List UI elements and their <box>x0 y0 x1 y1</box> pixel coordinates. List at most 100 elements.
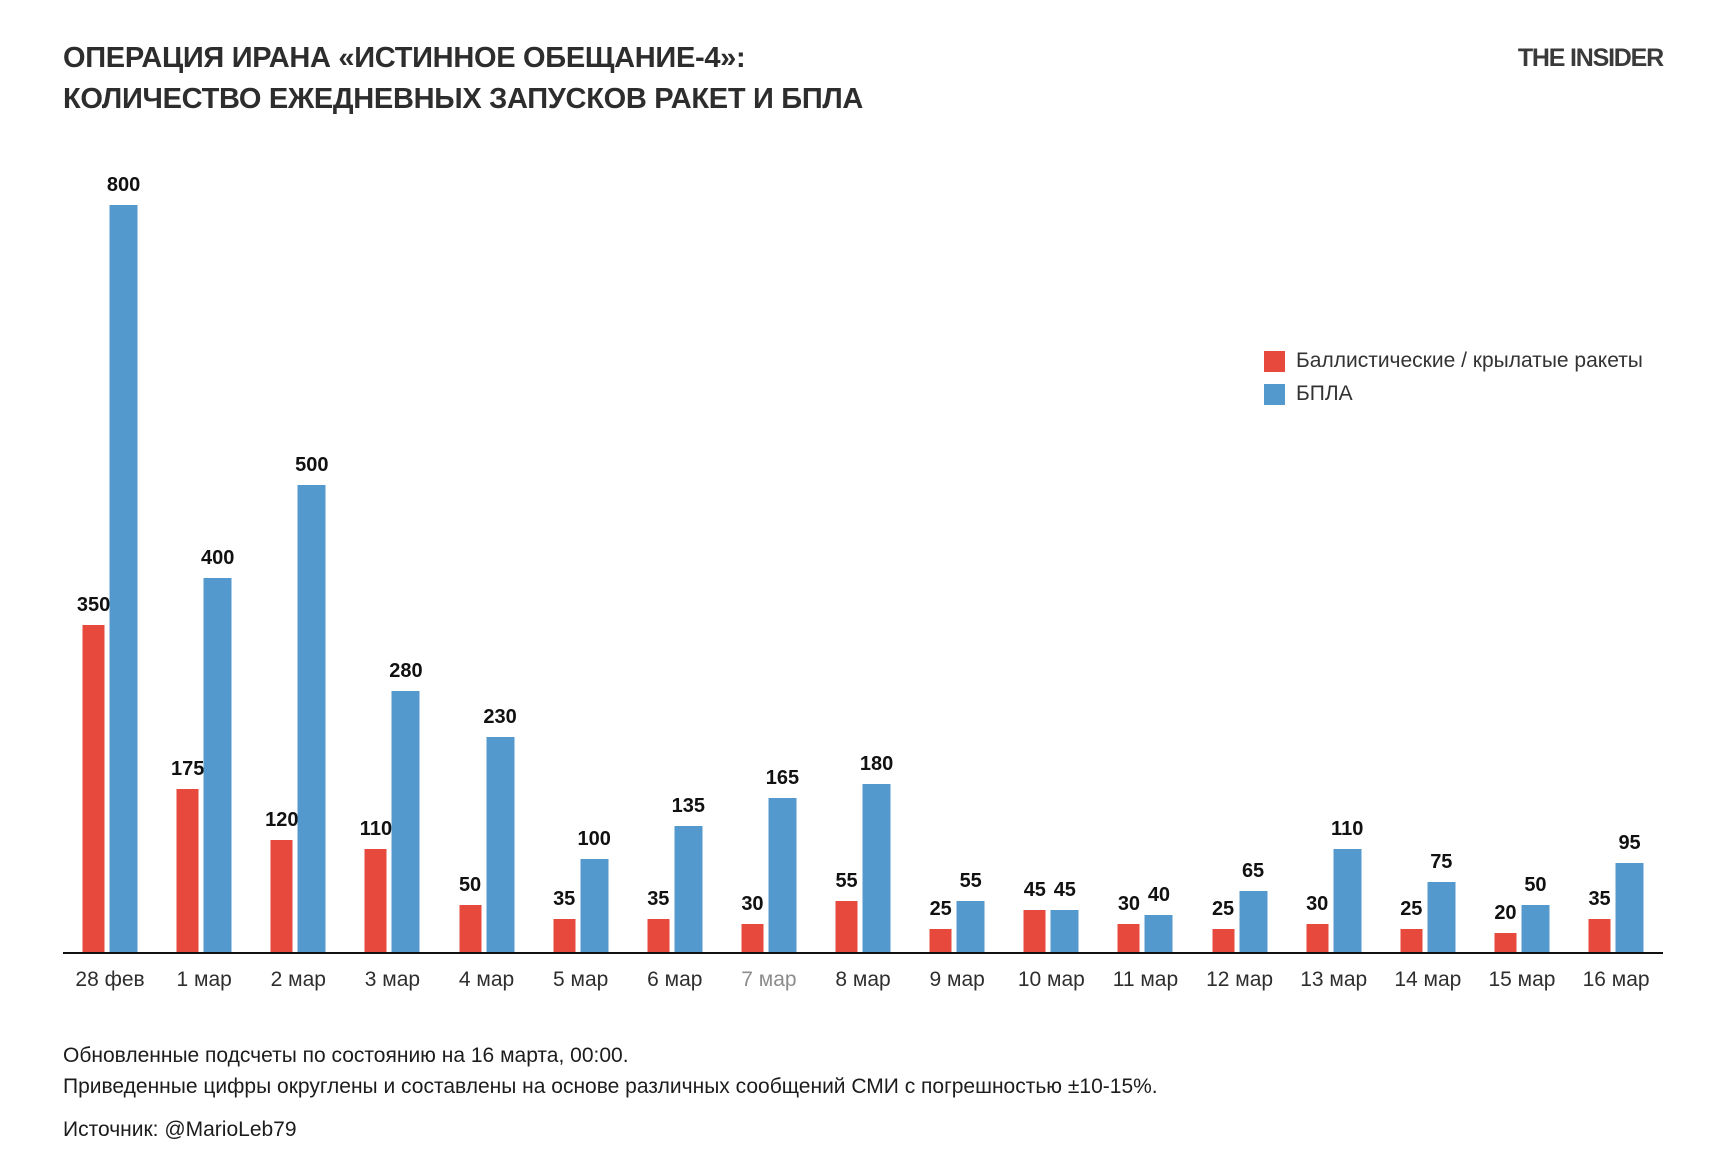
uav-bar: 110 <box>1331 818 1363 952</box>
footer-notes: Обновленные подсчеты по состоянию на 16 … <box>63 1040 1158 1145</box>
missiles-color-swatch <box>1264 350 1285 372</box>
bar-pair: 50 230 <box>459 706 517 952</box>
bar-group: 55 180 <box>816 184 910 952</box>
bar-pair: 25 55 <box>929 870 985 952</box>
x-axis-label: 2 мар <box>270 968 326 991</box>
bar-value-label: 55 <box>959 870 982 892</box>
the-insider-logo: THE INSIDER <box>1517 44 1664 72</box>
x-axis-label: 4 мар <box>458 968 515 991</box>
bar-value-label: 100 <box>577 828 611 850</box>
bar-group: 30 40 <box>1098 184 1192 952</box>
bar-group: 30 165 <box>722 184 816 952</box>
chart-title-line2: КОЛИЧЕСТВО ЕЖЕДНЕВНЫХ ЗАПУСКОВ РАКЕТ И Б… <box>63 83 864 115</box>
missiles-bar: 175 <box>171 758 204 952</box>
bar-pair: 350 800 <box>77 174 140 952</box>
bar-value-label: 50 <box>458 874 482 896</box>
x-axis-label: 3 мар <box>364 968 421 991</box>
bar-value-label: 50 <box>1524 874 1547 896</box>
x-axis-label: 11 мар <box>1112 968 1179 991</box>
missiles-bar: 55 <box>835 870 858 952</box>
missiles-bar: 20 <box>1494 902 1517 952</box>
x-axis-label: 1 мар <box>176 968 232 991</box>
missiles-bar: 350 <box>77 594 110 952</box>
bar-pair: 175 400 <box>171 547 234 952</box>
bar-value-label: 135 <box>671 795 705 817</box>
bar-value-label: 165 <box>765 767 800 789</box>
missiles-bar: 35 <box>553 888 575 952</box>
uav-bar: 75 <box>1427 851 1456 952</box>
bar-group: 45 45 <box>1004 184 1098 952</box>
x-axis-label: 8 мар <box>835 968 891 991</box>
bar-value-label: 230 <box>483 706 517 728</box>
bar-pair: 35 95 <box>1588 832 1644 952</box>
uav-bar: 100 <box>578 828 611 952</box>
x-axis: 28 фев 1 мар 2 мар 3 мар 4 мар 5 мар 6 мар 7 ма… <box>63 954 1663 992</box>
bar-value-label: 25 <box>1211 898 1235 920</box>
bar-value-label: 45 <box>1023 879 1046 901</box>
legend: Баллистические / крылатые ракеты БПЛА <box>1264 349 1643 406</box>
uav-bar: 95 <box>1615 832 1644 952</box>
bar-value-label: 75 <box>1430 851 1453 873</box>
missiles-bar: 110 <box>360 818 392 952</box>
uav-bar: 50 <box>1521 874 1550 952</box>
bar-value-label: 800 <box>106 174 141 196</box>
missiles-bar: 45 <box>1024 879 1046 952</box>
bar-value-label: 500 <box>295 454 329 476</box>
bar-value-label: 25 <box>929 898 952 920</box>
uav-bar: 180 <box>860 753 893 952</box>
bar-value-label: 45 <box>1053 879 1076 901</box>
bar-group: 110 280 <box>345 184 439 952</box>
bar-value-label: 280 <box>389 660 423 682</box>
missiles-bar: 35 <box>647 888 669 952</box>
x-axis-label: 5 мар <box>553 968 609 991</box>
missiles-bar: 30 <box>741 893 764 952</box>
bar-group: 120 500 <box>251 184 345 952</box>
x-axis-label: 6 мар <box>647 968 703 991</box>
bar-value-label: 180 <box>859 753 894 775</box>
bar-value-label: 55 <box>835 870 858 892</box>
bar-pair: 30 40 <box>1118 884 1173 952</box>
uav-bar: 135 <box>672 795 705 952</box>
uav-bar: 165 <box>766 767 799 952</box>
uav-bar: 65 <box>1239 860 1268 952</box>
legend-label-uav: БПЛА <box>1296 382 1353 405</box>
bar-value-label: 40 <box>1147 884 1171 906</box>
bar-pair: 120 500 <box>265 454 329 952</box>
bar-value-label: 35 <box>1588 888 1611 910</box>
plot-area: 350 800 175 400 120 500 110 280 50 230 35 100 35 135 3… <box>63 174 1663 954</box>
missiles-bar: 50 <box>459 874 481 952</box>
bar-value-label: 65 <box>1241 860 1265 882</box>
bar-value-label: 110 <box>1331 818 1364 840</box>
x-axis-label: 14 мар <box>1394 968 1462 991</box>
bar-pair: 35 100 <box>553 828 611 952</box>
missiles-bar: 25 <box>1400 898 1422 952</box>
chart-title-line1: ОПЕРАЦИЯ ИРАНА «ИСТИННОЕ ОБЕЩАНИЕ-4»: <box>63 42 746 74</box>
x-axis-label: 28 фев <box>75 968 145 991</box>
bar-group: 35 135 <box>628 184 722 952</box>
bar-group: 350 800 <box>63 174 157 952</box>
bar-pair: 30 110 <box>1306 818 1363 952</box>
bar-group: 35 95 <box>1569 184 1663 952</box>
x-axis-label: 13 мар <box>1300 968 1368 991</box>
bar-group: 25 55 <box>910 184 1004 952</box>
source-credit: Источник: @MarioLeb79 <box>63 1118 297 1141</box>
x-axis-label: 7 мар <box>741 968 797 991</box>
bar-value-label: 120 <box>265 809 299 831</box>
missiles-bar: 120 <box>265 809 299 952</box>
chart-title: ОПЕРАЦИЯ ИРАНА «ИСТИННОЕ ОБЕЩАНИЕ-4»: КО… <box>63 38 863 120</box>
bar-pair: 25 75 <box>1400 851 1456 952</box>
bar-group: 25 65 <box>1193 184 1287 952</box>
legend-label-missiles: Баллистические / крылатые ракеты <box>1296 349 1643 372</box>
uav-bar: 500 <box>295 454 329 952</box>
bar-pair: 110 280 <box>360 660 423 952</box>
footer-note-1: Обновленные подсчеты по состоянию на 16 … <box>63 1044 629 1067</box>
x-axis-label: 12 мар <box>1206 968 1274 991</box>
x-axis-label: 9 мар <box>929 968 985 991</box>
bar-group: 35 100 <box>534 184 628 952</box>
bar-value-label: 25 <box>1400 898 1423 920</box>
bar-value-label: 30 <box>1306 893 1329 915</box>
uav-bar: 230 <box>483 706 517 952</box>
bar-group: 20 50 <box>1475 184 1569 952</box>
missiles-bar: 30 <box>1118 893 1140 952</box>
